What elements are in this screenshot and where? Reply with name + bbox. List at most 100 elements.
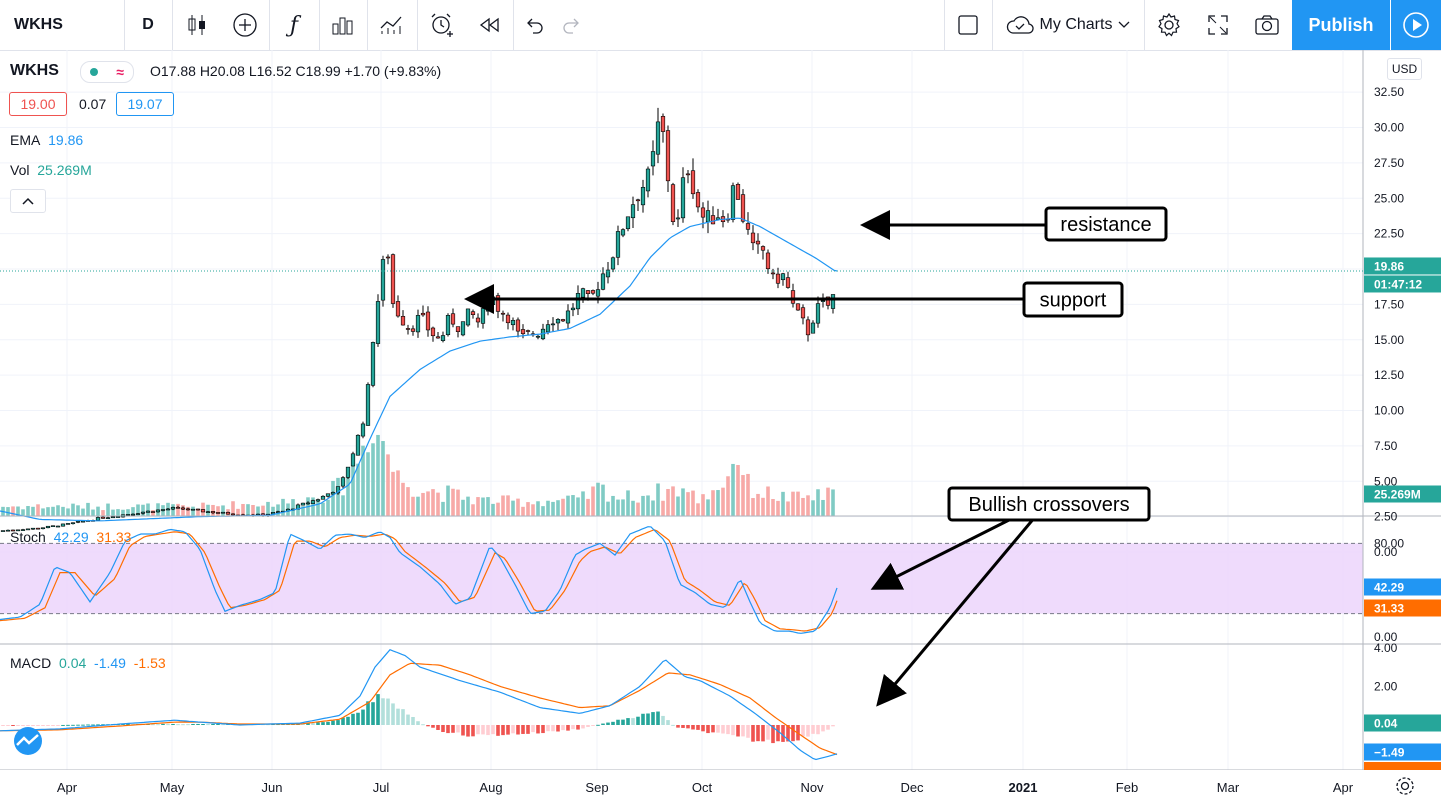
undo-button[interactable] <box>513 0 555 50</box>
volume-bar <box>116 509 120 516</box>
indicators-button[interactable]: ƒ <box>269 0 319 50</box>
alert-button[interactable] <box>417 0 467 50</box>
volume-bar <box>736 465 740 516</box>
layout-button[interactable] <box>944 0 992 50</box>
time-tick-label: 2021 <box>1009 780 1038 795</box>
rewind-icon <box>479 17 499 33</box>
time-axis-settings-button[interactable] <box>1394 775 1416 797</box>
macd-histogram-bar <box>481 725 485 735</box>
macd-histogram-bar <box>616 719 620 725</box>
candle <box>620 229 626 236</box>
volume-bar <box>66 508 70 516</box>
macd-histogram-bar <box>801 725 805 737</box>
macd-histogram-bar <box>621 719 625 725</box>
volume-bar <box>416 496 420 516</box>
replay-button[interactable] <box>467 0 513 50</box>
volume-bars <box>1 434 835 516</box>
candle <box>755 240 761 245</box>
settings-button[interactable] <box>1144 0 1194 50</box>
financials-button[interactable] <box>367 0 417 50</box>
snapshot-button[interactable] <box>1242 0 1292 50</box>
templates-button[interactable] <box>319 0 367 50</box>
macd-hist-tag-bg <box>1364 714 1441 732</box>
macd-legend[interactable]: MACD 0.04 -1.49 -1.53 <box>10 655 166 671</box>
macd-histogram-bar <box>791 725 795 742</box>
volume-bar <box>431 489 435 516</box>
time-tick-label: Mar <box>1217 780 1240 795</box>
macd-histogram-bar <box>626 718 630 725</box>
volume-bar <box>581 491 585 516</box>
volume-bar <box>516 498 520 516</box>
macd-histogram-bar <box>51 725 55 726</box>
volume-bar <box>606 501 610 516</box>
volume-bar <box>266 501 270 516</box>
plus-circle-icon <box>233 13 257 37</box>
volume-bar <box>511 500 515 516</box>
macd-histogram-bar <box>606 722 610 725</box>
collapse-legend-button[interactable] <box>10 189 46 213</box>
volume-bar <box>281 498 285 516</box>
my-charts-button[interactable]: My Charts <box>992 0 1144 50</box>
volume-bar <box>341 495 345 516</box>
volume-bar <box>731 463 735 516</box>
stoch-legend[interactable]: Stoch 42.29 31.33 <box>10 529 131 545</box>
stoch-k-tag: 42.29 <box>1374 581 1404 595</box>
candle <box>805 319 811 336</box>
ask-box[interactable]: 19.07 <box>116 92 174 116</box>
bid-box[interactable]: 19.00 <box>9 92 67 116</box>
publish-button[interactable]: Publish <box>1292 0 1390 50</box>
volume-bar <box>241 503 245 516</box>
volume-bar <box>71 503 75 516</box>
stoch-tick-label: 80.00 <box>1374 536 1404 550</box>
bar-style-button[interactable] <box>172 0 222 50</box>
macd-line-tag: −1.49 <box>1374 746 1405 760</box>
candle <box>380 259 386 301</box>
play-button[interactable] <box>1391 0 1441 50</box>
candle <box>425 311 431 331</box>
volume-bar <box>826 487 830 516</box>
volume-bar <box>261 505 265 516</box>
fullscreen-button[interactable] <box>1194 0 1242 50</box>
ask-value: 19.07 <box>127 96 163 112</box>
macd-histogram-bar <box>486 725 490 736</box>
ema-line <box>0 217 838 522</box>
candle <box>110 516 116 519</box>
volume-bar <box>86 502 90 516</box>
compare-button[interactable] <box>222 0 268 50</box>
volume-bar <box>36 504 40 516</box>
candle <box>40 527 46 530</box>
macd-histogram-bar <box>491 725 495 735</box>
volume-bar <box>371 443 375 516</box>
candle <box>560 319 566 322</box>
currency-badge[interactable]: USD <box>1387 58 1422 80</box>
interval-button[interactable]: D <box>124 0 172 50</box>
volume-bar <box>521 506 525 516</box>
ohlc-readout: O17.88 H20.08 L16.52 C18.99 +1.70 (+9.83… <box>150 63 442 79</box>
price-chart[interactable]: 0.002.505.007.5010.0012.5015.0017.5020.0… <box>0 50 1441 800</box>
time-axis-bg <box>0 770 1441 800</box>
volume-bar <box>41 508 45 516</box>
candle <box>330 492 336 495</box>
macd-histogram-bar <box>466 725 470 737</box>
symbol-search-button[interactable]: WKHS <box>0 0 124 50</box>
price-tick-label: 2.50 <box>1374 510 1398 524</box>
ema-legend[interactable]: EMA 19.86 <box>10 132 83 148</box>
candle <box>830 294 836 309</box>
candle <box>580 288 586 298</box>
volume-bar <box>821 499 825 516</box>
candle <box>445 315 451 336</box>
price-tick-label: 27.50 <box>1374 156 1404 170</box>
candle <box>45 525 51 529</box>
redo-button[interactable] <box>555 0 589 50</box>
volume-legend[interactable]: Vol 25.269M <box>10 162 92 178</box>
candle <box>645 168 651 192</box>
macd-histogram-bar <box>46 725 50 726</box>
volume-bar <box>351 456 355 516</box>
candle <box>30 527 36 530</box>
volume-bar <box>46 507 50 516</box>
volume-bar <box>771 499 775 516</box>
macd-line <box>0 648 838 761</box>
candle <box>675 217 681 220</box>
tradingview-logo[interactable] <box>8 726 48 756</box>
market-status-badge[interactable]: ≈ <box>80 61 134 83</box>
